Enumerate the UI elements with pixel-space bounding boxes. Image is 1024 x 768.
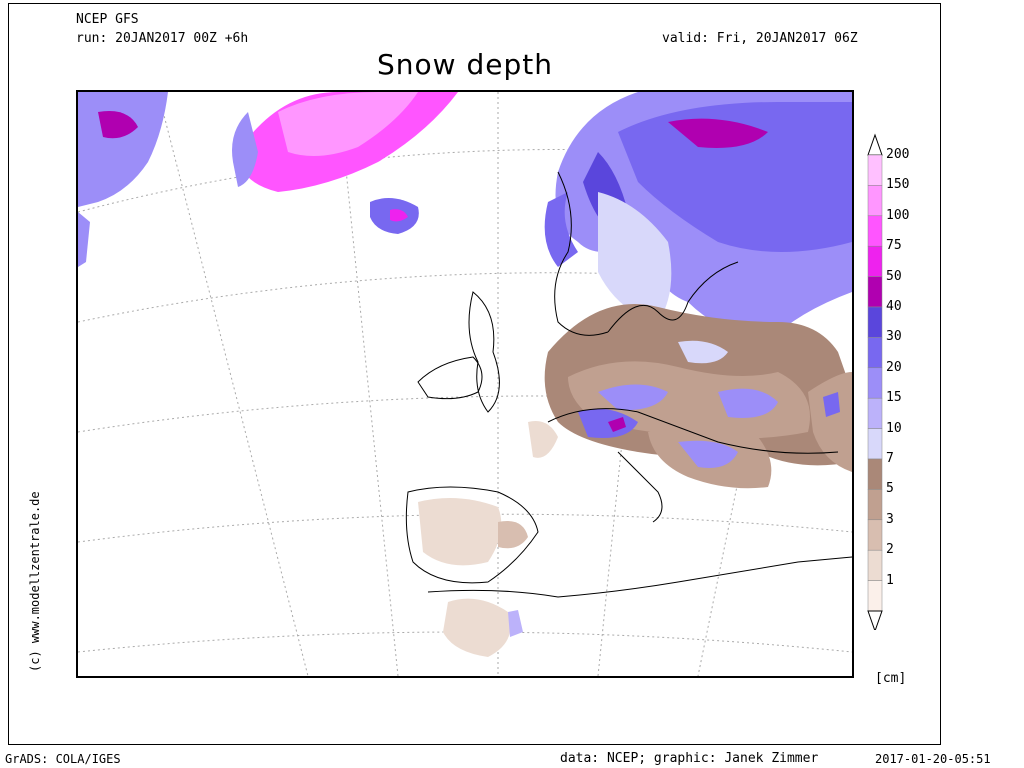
legend-label: 100 bbox=[886, 207, 910, 223]
legend-label: 10 bbox=[886, 420, 902, 436]
legend-arrow-top bbox=[867, 133, 883, 156]
legend-swatch bbox=[867, 428, 883, 460]
legend-label: 5 bbox=[886, 481, 894, 497]
legend-label: 2 bbox=[886, 542, 894, 558]
legend-swatch bbox=[867, 185, 883, 217]
legend-swatch bbox=[867, 367, 883, 399]
legend-swatch bbox=[867, 306, 883, 338]
plot-frame bbox=[8, 3, 941, 745]
legend-swatch bbox=[867, 519, 883, 551]
legend-label: 50 bbox=[886, 268, 902, 284]
legend-unit: [cm] bbox=[875, 671, 907, 686]
legend-swatch bbox=[867, 215, 883, 247]
snow-iceland bbox=[370, 198, 419, 234]
legend-label: 40 bbox=[886, 299, 902, 314]
legend-label: 75 bbox=[886, 238, 902, 254]
legend-swatch bbox=[867, 337, 883, 369]
legend-swatch bbox=[867, 549, 883, 581]
legend-swatch bbox=[867, 458, 883, 490]
legend-swatch bbox=[867, 245, 883, 277]
snow-central-europe bbox=[544, 304, 852, 466]
legend-swatch bbox=[867, 397, 883, 429]
legend-label: 20 bbox=[886, 359, 902, 375]
model-name: NCEP GFS bbox=[76, 12, 139, 27]
snow-greenland bbox=[232, 92, 458, 192]
valid-time: valid: Fri, 20JAN2017 06Z bbox=[662, 31, 858, 46]
snow-northwest bbox=[78, 92, 168, 267]
legend-label: 1 bbox=[886, 572, 894, 588]
snow-northeast bbox=[544, 92, 852, 342]
legend-label: 3 bbox=[886, 511, 894, 527]
legend-swatch bbox=[867, 489, 883, 521]
snow-depth-map bbox=[76, 90, 854, 678]
snow-southwest bbox=[418, 421, 558, 657]
legend-label: 15 bbox=[886, 390, 902, 406]
legend-label: 30 bbox=[886, 329, 902, 345]
legend-swatch bbox=[867, 276, 883, 308]
run-info: run: 20JAN2017 00Z +6h bbox=[76, 31, 249, 46]
data-credit: data: NCEP; graphic: Janek Zimmer bbox=[560, 751, 819, 766]
legend-label: 200 bbox=[886, 147, 910, 162]
footer-timestamp: 2017-01-20-05:51 bbox=[875, 752, 991, 766]
legend-label: 150 bbox=[886, 177, 910, 193]
legend-swatch bbox=[867, 580, 883, 612]
legend-arrow-bottom bbox=[867, 610, 883, 630]
legend-label: 7 bbox=[886, 451, 894, 466]
map-title: Snow depth bbox=[377, 48, 553, 81]
coastlines bbox=[405, 171, 852, 598]
legend-swatch bbox=[867, 154, 883, 186]
grads-credit: GrADS: COLA/IGES bbox=[5, 752, 121, 766]
copyright-text: (c) www.modellzentrale.de bbox=[28, 491, 42, 672]
snow-balkans bbox=[648, 372, 852, 489]
